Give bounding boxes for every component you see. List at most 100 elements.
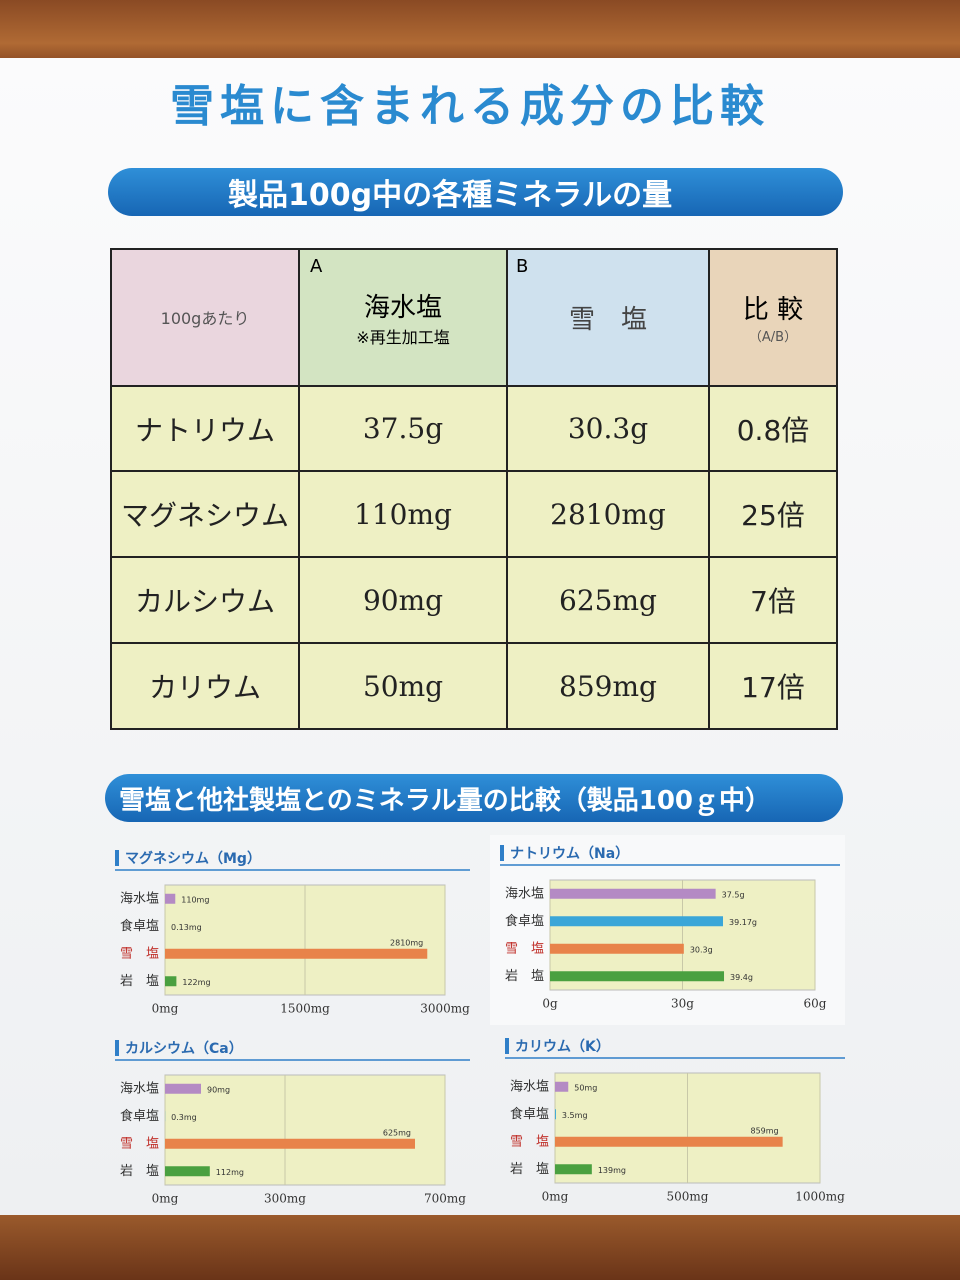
bar [165,976,177,987]
value-label: 122mg [182,978,210,987]
header-mark: B [516,256,529,277]
cell: 625mg [506,556,710,645]
category-label: 食卓塩 [120,918,159,934]
x-tick-label: 0mg [152,1192,179,1206]
category-label: 岩 塩 [120,1164,159,1179]
header-cell: 比 較 （A/B） [708,248,838,387]
bar [555,1081,569,1092]
value-label: 3.5mg [562,1111,588,1120]
chart: ナトリウム（Na） 0g 30g 60g 海水塩 37.5g 食卓塩 39.17g 雪 塩 30.… [490,835,845,1025]
row-label: カリウム [110,642,300,730]
category-label: 食卓塩 [120,1108,159,1124]
bar [550,888,716,899]
cell: 7倍 [708,556,838,645]
row-label: マグネシウム [110,470,300,559]
title-marker [500,845,504,861]
cell: 30.3g [506,384,710,473]
cell: 25倍 [708,470,838,559]
value-label: 0.3mg [171,1113,197,1122]
bar [555,1164,592,1175]
header-cell: A 海水塩 ※再生加工塩 [298,248,508,387]
chart-title: ナトリウム（Na） [510,846,629,862]
chart: カルシウム（Ca） 0mg 300mg 700mg 海水塩 90mg 食卓塩 0.3mg 雪 塩… [115,1040,470,1206]
cell: 0.8倍 [708,384,838,473]
cell: 90mg [298,556,508,645]
title-marker [115,850,119,866]
cell: 2810mg [506,470,710,559]
bar [550,971,725,982]
bar [165,1083,201,1094]
value-label: 859mg [750,1126,778,1135]
bar [550,916,724,927]
x-tick-label: 30g [671,997,694,1011]
x-tick-label: 60g [804,997,827,1011]
category-label: 雪 塩 [505,941,544,956]
x-tick-label: 1000mg [795,1190,845,1204]
header-note: （A/B） [748,330,798,346]
chart-title: カリウム（K） [515,1039,610,1055]
cell: 50mg [298,642,508,730]
cell: 859mg [506,642,710,730]
category-label: 岩 塩 [510,1162,549,1177]
chart: カリウム（K） 0mg 500mg 1000mg 海水塩 50mg 食卓塩 3.5mg 雪 塩 8… [505,1038,845,1204]
value-label: 139mg [598,1166,626,1175]
table-row: マグネシウム 110mg 2810mg 25倍 [110,470,838,559]
chart-title: カルシウム（Ca） [125,1041,243,1057]
value-label: 0.13mg [171,923,202,932]
header-text: 100gあたり [160,309,250,329]
x-tick-label: 700mg [424,1192,466,1206]
category-label: 食卓塩 [510,1106,549,1122]
header-mark: A [310,256,323,277]
bar [555,1109,556,1120]
cell: 17倍 [708,642,838,730]
shelf [0,1215,960,1280]
value-label: 30.3g [690,945,713,954]
header-note: ※再生加工塩 [356,327,450,347]
bar [165,948,428,959]
header-text: 海水塩 [363,292,442,323]
bar [165,1138,415,1149]
header-cell: 100gあたり [110,248,300,387]
plot-area [164,1074,446,1186]
title-marker [505,1038,509,1054]
x-tick-label: 0mg [152,1002,179,1016]
header-text: 比 較 [742,295,804,326]
bar [165,1166,210,1177]
category-label: 海水塩 [120,891,159,906]
bar [555,1136,783,1147]
x-tick-label: 300mg [264,1192,306,1206]
cell: 37.5g [298,384,508,473]
value-label: 90mg [207,1085,230,1094]
category-label: 海水塩 [510,1079,549,1094]
table-row: カルシウム 90mg 625mg 7倍 [110,556,838,645]
value-label: 37.5g [722,890,745,899]
x-tick-label: 0mg [542,1190,569,1204]
chart: マグネシウム（Mg） 0mg 1500mg 3000mg 海水塩 110mg 食卓塩 0.13… [115,850,470,1016]
category-label: 雪 塩 [120,946,159,961]
cell: 110mg [298,470,508,559]
category-label: 海水塩 [505,886,544,901]
table-row: ナトリウム 37.5g 30.3g 0.8倍 [110,384,838,473]
header-text: 雪 塩 [568,304,647,335]
table-row: カリウム 50mg 859mg 17倍 [110,642,838,730]
x-tick-label: 1500mg [280,1002,330,1016]
category-label: 雪 塩 [510,1134,549,1149]
value-label: 2810mg [390,938,423,947]
value-label: 50mg [574,1083,597,1092]
bar [165,893,176,904]
bar [550,943,684,954]
title: 雪塩に含まれる成分の比較 [170,81,770,132]
mineral-table: 100gあたり A 海水塩 ※再生加工塩 B 雪 塩 比 較 （A/B） ナトリ… [110,248,838,730]
section-heading: 雪塩と他社製塩とのミネラル量の比較（製品100ｇ中） [105,774,843,822]
row-label: ナトリウム [110,384,300,473]
x-tick-label: 0g [542,997,558,1011]
value-label: 110mg [181,895,209,904]
value-label: 112mg [216,1168,244,1177]
value-label: 39.17g [729,918,757,927]
x-tick-label: 500mg [667,1190,709,1204]
category-label: 岩 塩 [505,969,544,984]
chart-title: マグネシウム（Mg） [125,850,261,867]
category-label: 岩 塩 [120,974,159,989]
value-label: 39.4g [730,973,753,982]
